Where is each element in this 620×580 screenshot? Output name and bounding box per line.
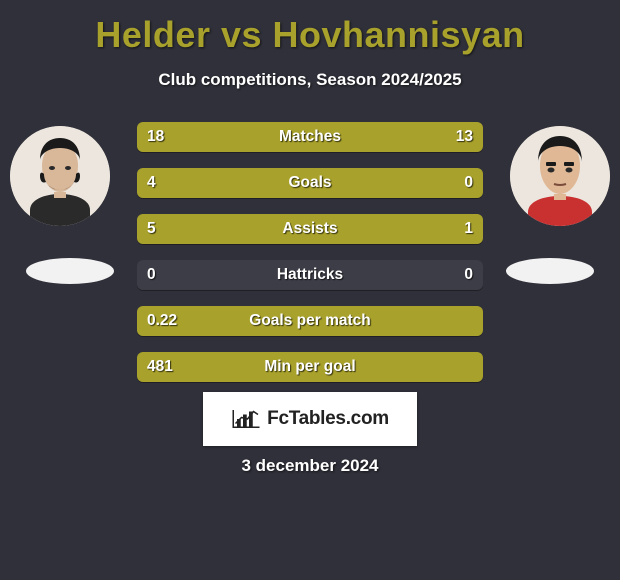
date-text: 3 december 2024 [0, 456, 620, 476]
stat-label: Assists [137, 220, 483, 238]
stat-label: Hattricks [137, 266, 483, 284]
player1-name: Helder [95, 14, 210, 55]
vs-text: vs [221, 14, 262, 55]
subtitle: Club competitions, Season 2024/2025 [0, 70, 620, 90]
stat-row-goals: 4Goals0 [137, 168, 483, 198]
player2-avatar [510, 126, 610, 226]
comparison-title: Helder vs Hovhannisyan [0, 14, 620, 56]
stat-label: Goals [137, 174, 483, 192]
player2-shadow [506, 258, 594, 284]
player1-avatar [10, 126, 110, 226]
fctables-logo: FcTables.com [203, 392, 417, 446]
logo-text: FcTables.com [267, 408, 389, 430]
stat-row-matches: 18Matches13 [137, 122, 483, 152]
stat-row-assists: 5Assists1 [137, 214, 483, 244]
chart-icon [231, 408, 261, 430]
stat-label: Goals per match [137, 312, 483, 330]
stat-label: Matches [137, 128, 483, 146]
stat-row-goals-per-match: 0.22Goals per match [137, 306, 483, 336]
stat-row-hattricks: 0Hattricks0 [137, 260, 483, 290]
stat-row-min-per-goal: 481Min per goal [137, 352, 483, 382]
stats-bars: 18Matches13 4Goals0 5Assists1 0Hattricks0 0.… [137, 122, 483, 398]
player2-name: Hovhannisyan [273, 14, 525, 55]
stat-label: Min per goal [137, 358, 483, 376]
player1-shadow [26, 258, 114, 284]
